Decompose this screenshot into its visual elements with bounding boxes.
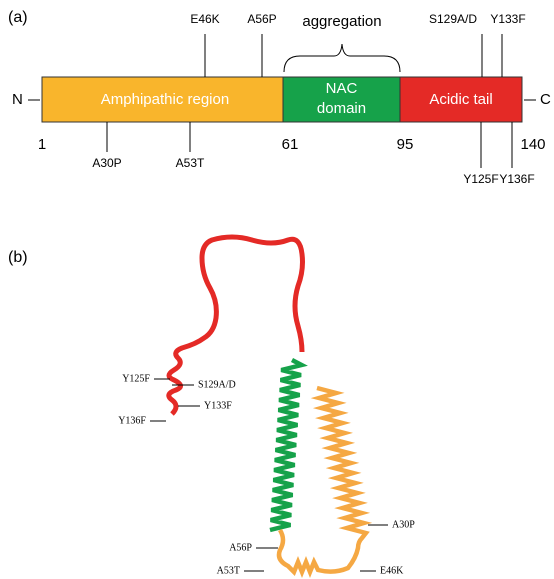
aggregation-label: aggregation	[302, 13, 381, 30]
panel-a: (a) N C Amphipathic region NAC domain Ac…	[8, 9, 551, 186]
mutation-label: A30P	[392, 519, 415, 530]
c-terminus: C	[540, 91, 551, 108]
residue-number: 140	[520, 136, 545, 153]
domain-label: NAC domain	[312, 79, 372, 119]
mutation-label: Y125F	[463, 172, 498, 186]
brace	[284, 44, 400, 72]
domain-label: Acidic tail	[429, 91, 492, 108]
residue-number: 95	[397, 136, 414, 153]
mutation-label: Y136F	[118, 415, 146, 426]
mutation-label: Y133F	[204, 400, 232, 411]
mutation-label: Y136F	[499, 172, 534, 186]
mutation-label: A53T	[217, 565, 240, 576]
mutation-label: E46K	[190, 12, 219, 26]
residue-number: 1	[38, 136, 46, 153]
mutation-label: S129A/D	[429, 12, 477, 26]
panel-label: (a)	[8, 9, 28, 26]
panel-label: (b)	[8, 249, 28, 266]
mutation-label: Y125F	[122, 373, 150, 384]
mutation-label: A56P	[247, 12, 276, 26]
domain-label: Amphipathic region	[101, 91, 229, 108]
domain-label-box: NAC domain	[285, 78, 398, 121]
mutation-label: Y133F	[490, 12, 525, 26]
panel-b: (b) Y125F S129A/D Y133F Y136F A30P A56P …	[8, 237, 415, 576]
mutation-label: S129A/D	[198, 379, 236, 390]
mutation-label: A53T	[176, 156, 205, 170]
figure: (a) N C Amphipathic region NAC domain Ac…	[0, 0, 554, 579]
nac-helix	[270, 360, 302, 530]
n-terminus: N	[12, 91, 23, 108]
residue-number: 61	[282, 136, 299, 153]
mutation-label: A56P	[229, 542, 252, 553]
mutation-label: E46K	[380, 565, 404, 576]
mutation-label: A30P	[92, 156, 121, 170]
